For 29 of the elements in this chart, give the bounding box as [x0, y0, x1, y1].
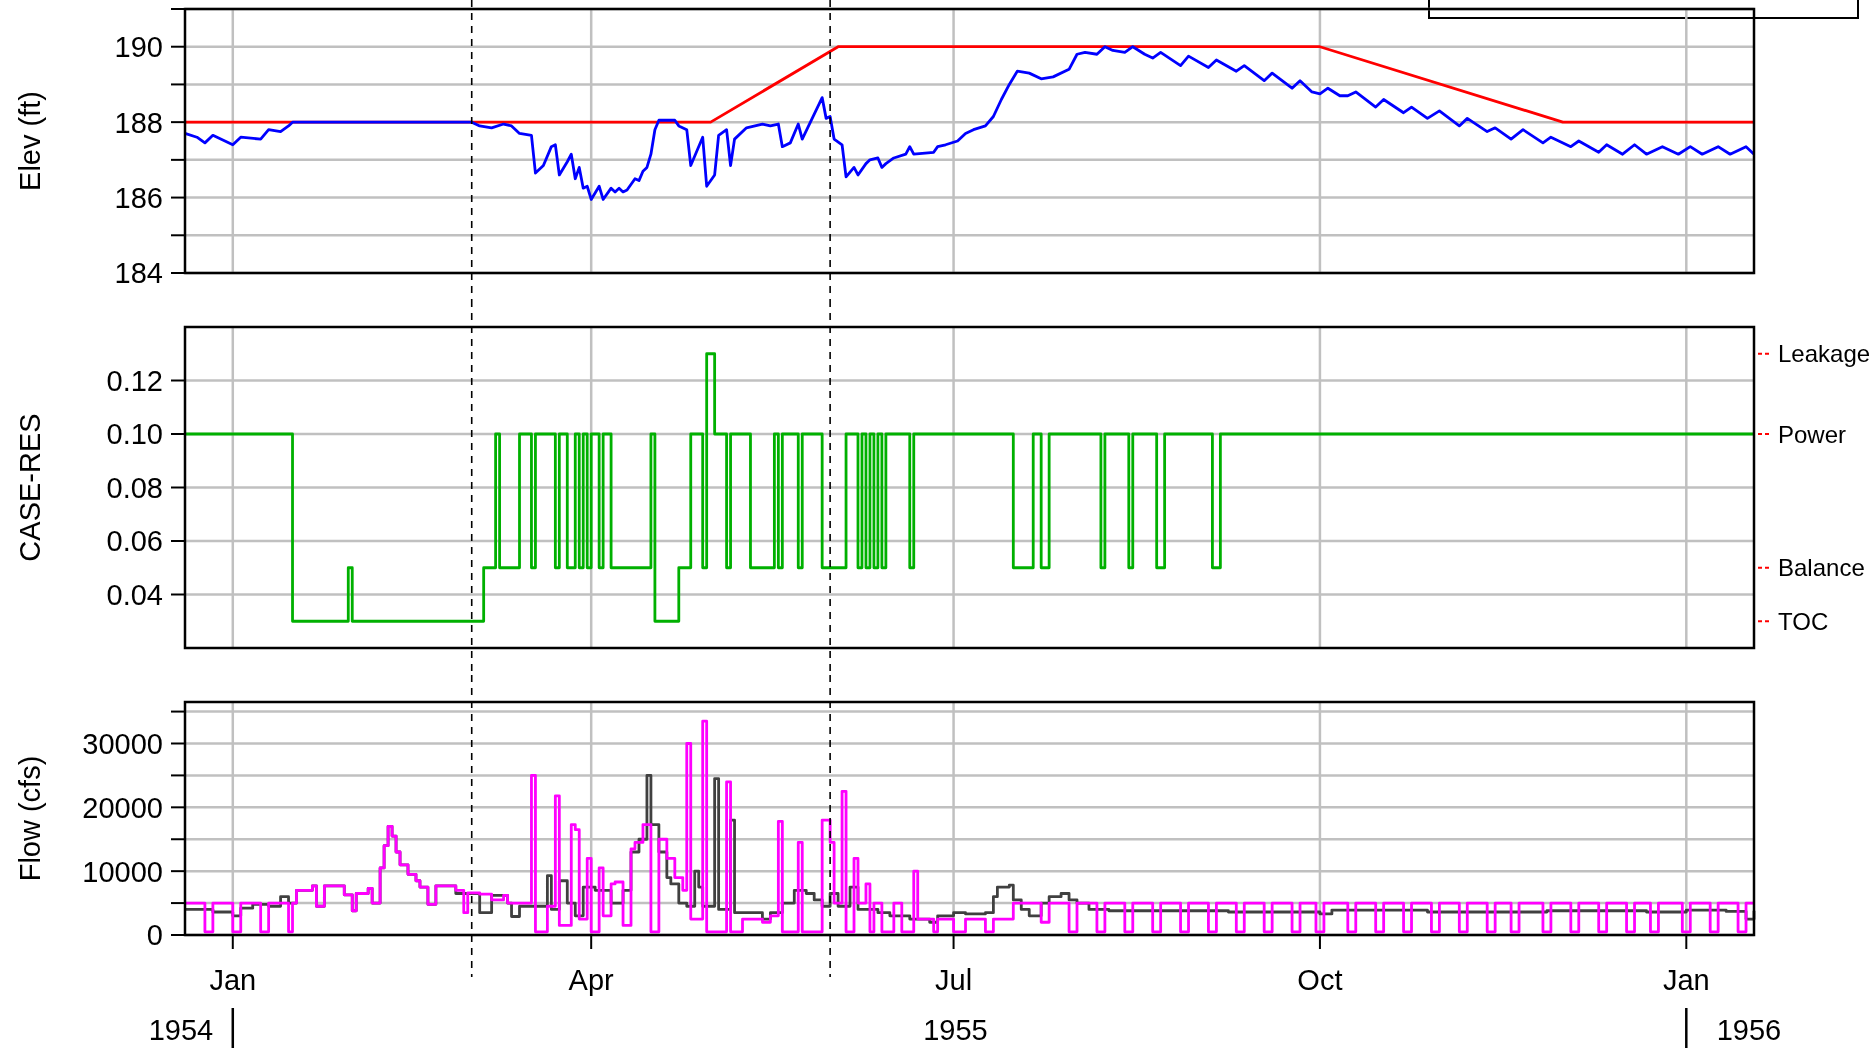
y-tick-label: 188 — [114, 106, 163, 139]
y-tick-label: 30000 — [82, 727, 163, 760]
ref-line-label: Power — [1778, 420, 1847, 448]
ref-line-label: TOC — [1778, 607, 1829, 635]
y-axis-title: Elev (ft) — [14, 91, 47, 191]
y-tick-label: 0.06 — [106, 525, 163, 558]
ref-line-label: Balance — [1778, 554, 1865, 582]
x-tick-label: Jul — [935, 964, 973, 996]
y-tick-label: 0.08 — [106, 471, 163, 504]
y-tick-label: 184 — [114, 257, 163, 290]
y-tick-label: 0.12 — [106, 364, 163, 397]
x-tick-label: Jan — [1662, 964, 1710, 996]
ref-line-label: Leakage — [1778, 340, 1870, 368]
line-series — [183, 45, 1756, 201]
x-tick-label: Oct — [1297, 964, 1343, 996]
y-axis-title: Flow (cfs) — [14, 755, 47, 882]
text: 1956 — [1716, 1014, 1782, 1046]
x-tick-label: Jan — [209, 964, 257, 996]
y-tick-label: 0.10 — [106, 418, 163, 451]
y-tick-label: 190 — [114, 31, 163, 64]
y-axis-title: CASE-RES — [14, 413, 47, 562]
x-tick-label: Apr — [568, 964, 615, 996]
y-tick-label: 0 — [146, 919, 163, 952]
y-tick-label: 20000 — [82, 791, 163, 824]
text: 1955 — [923, 1014, 988, 1046]
y-tick-label: 0.04 — [106, 578, 163, 611]
y-tick-label: 186 — [114, 182, 163, 215]
text: 1954 — [148, 1014, 214, 1046]
y-tick-label: 10000 — [82, 855, 163, 888]
